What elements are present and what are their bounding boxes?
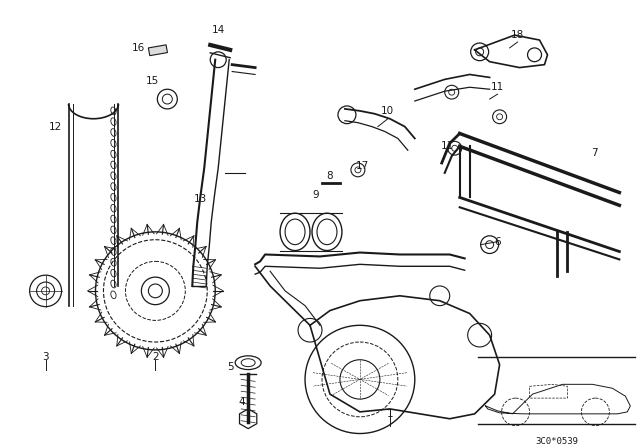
- Text: 10: 10: [381, 106, 394, 116]
- Text: 17: 17: [356, 161, 369, 171]
- Text: 18: 18: [511, 30, 524, 40]
- Text: 7: 7: [591, 148, 598, 158]
- Text: 14: 14: [212, 25, 225, 35]
- Text: 4: 4: [239, 397, 246, 407]
- Text: 15: 15: [146, 76, 159, 86]
- Text: 3C0*0539: 3C0*0539: [535, 437, 578, 447]
- Text: 11: 11: [441, 141, 454, 151]
- Text: 1: 1: [387, 409, 393, 419]
- Text: 8: 8: [326, 171, 333, 181]
- Text: 6: 6: [494, 237, 501, 247]
- Text: 2: 2: [152, 352, 159, 362]
- Text: 13: 13: [194, 194, 207, 204]
- Text: 9: 9: [313, 190, 319, 200]
- Text: 11: 11: [491, 82, 504, 92]
- Text: 5: 5: [227, 362, 234, 372]
- Text: 3: 3: [42, 352, 49, 362]
- Text: 12: 12: [49, 121, 62, 132]
- Text: 16: 16: [132, 43, 145, 53]
- Bar: [148, 45, 168, 56]
